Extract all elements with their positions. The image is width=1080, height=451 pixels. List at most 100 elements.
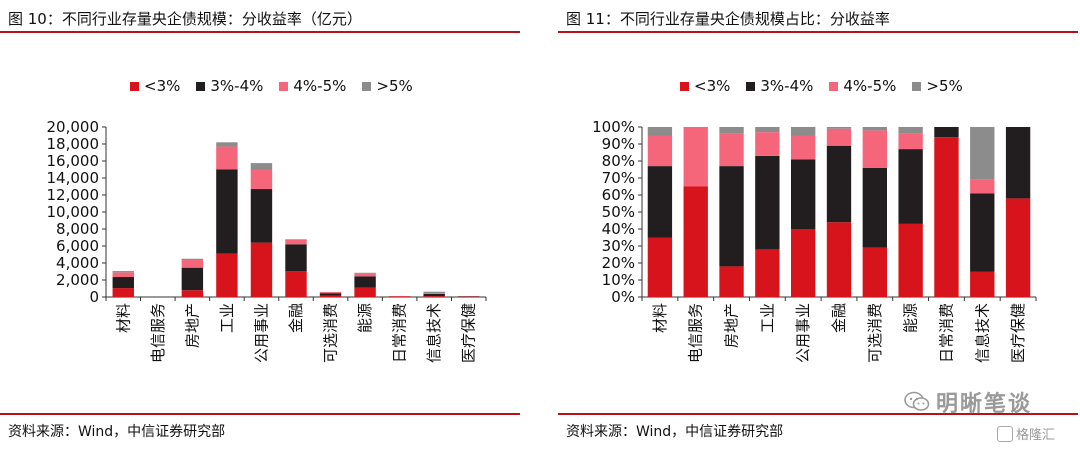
bar-segment (388, 296, 411, 297)
bar-segment (423, 291, 445, 294)
legend-swatch (829, 81, 839, 91)
bar-segment (826, 128, 852, 146)
legend-item: 4%-5% (279, 77, 346, 95)
bar-segment (719, 166, 744, 267)
y-tick-label: 0 (89, 288, 99, 306)
bar-segment (719, 266, 744, 297)
y-tick-label: 8,000 (56, 220, 99, 238)
legend-label: 3%-4% (760, 77, 814, 95)
bar-segment (647, 127, 673, 136)
x-category-label: 金融 (287, 303, 305, 333)
legend-label: <3% (144, 77, 181, 95)
x-category-label: 公用事业 (252, 303, 270, 363)
watermark-text: 明晰笔谈 (936, 392, 1033, 417)
bar-segment (647, 135, 673, 167)
source-rule (558, 413, 1078, 415)
title-rule (0, 31, 520, 33)
y-tick-label: 70% (602, 169, 635, 187)
legend-item: >5% (362, 77, 413, 95)
legend-swatch (130, 81, 139, 91)
bar-segment (826, 127, 852, 129)
bar-segment (285, 239, 307, 245)
bar-segment (112, 272, 134, 278)
stacked-bar-chart-share: 0%10%20%30%40%50%60%70%80%90%100% 材料 电信服务房… (592, 118, 1037, 363)
wechat-watermark: 明晰笔谈 (904, 386, 1032, 418)
y-tick-label: 16,000 (47, 152, 100, 170)
y-tick-label: 60% (602, 186, 635, 204)
stacked-bar-chart-volume: 02,0004,0006,0008,00010,00012,00014,0001… (47, 118, 487, 363)
x-category-label: 材料 (651, 303, 669, 333)
legend-swatch (196, 81, 206, 91)
bar-segment (250, 242, 273, 297)
y-tick-label: 18,000 (47, 135, 100, 153)
bar-segment (319, 293, 342, 296)
bar-segment (898, 223, 923, 297)
bar-segment (319, 295, 342, 297)
y-tick-label: 6,000 (56, 237, 99, 255)
bar-segment (791, 229, 816, 297)
legend-item: 3%-4% (746, 77, 813, 95)
y-tick-label: 2,000 (56, 271, 99, 289)
y-tick-label: 0% (611, 288, 635, 306)
bar-segment (755, 249, 780, 297)
bar-segment (1005, 127, 1031, 199)
bar-segment (898, 149, 923, 224)
bar-segment (862, 247, 887, 297)
chart-legend: <3% 3%-4% 4%-5% >5% (130, 77, 413, 95)
x-category-label: 房地产 (183, 303, 201, 348)
x-category-label: 医疗保健 (460, 303, 478, 363)
bar-segment (423, 296, 445, 297)
x-category-label: 电信服务 (687, 303, 705, 363)
bar-segment (898, 127, 923, 134)
bar-segment (112, 288, 134, 297)
legend-label: 4%-5% (293, 77, 347, 95)
y-tick-label: 80% (602, 152, 635, 170)
x-category-label: 房地产 (723, 303, 741, 348)
gelonghui-logo: 格隆汇 (997, 424, 1055, 443)
source-note: 资料来源：Wind，中信证券研究部 (8, 424, 226, 440)
bar-segment (354, 287, 376, 297)
y-tick-label: 100% (592, 118, 635, 136)
x-category-label: 金融 (830, 303, 848, 333)
y-tick-label: 40% (602, 220, 635, 238)
legend-swatch (746, 81, 756, 91)
bar-segment (112, 271, 134, 273)
x-category-label: 日常消费 (937, 303, 955, 363)
figure-title: 图 11：不同行业存量央企债规模占比：分收益率 (566, 10, 890, 28)
x-category-label: 电信服务 (149, 303, 167, 363)
legend-item: >5% (912, 77, 963, 95)
bar-segment (683, 186, 708, 297)
x-category-label: 工业 (758, 303, 776, 333)
bar-segment (181, 267, 204, 291)
bar-segment (285, 271, 307, 297)
wechat-chat-icon (904, 391, 930, 411)
bar-segment (970, 127, 995, 180)
legend-label: 3%-4% (210, 77, 264, 95)
chart-legend: <3% 3%-4% 4%-5% >5% (680, 77, 963, 95)
y-tick-label: 10,000 (47, 203, 100, 221)
y-tick-label: 14,000 (47, 169, 100, 187)
gelonghui-logo-icon (997, 425, 1013, 442)
y-tick-label: 20,000 (47, 118, 100, 136)
x-category-label: 工业 (218, 303, 236, 333)
x-category-label: 材料 (114, 303, 132, 333)
bar-segment (719, 127, 744, 134)
y-tick-label: 50% (602, 203, 635, 221)
bar-segment (319, 292, 342, 294)
y-tick-label: 10% (602, 271, 635, 289)
bar-segment (791, 159, 816, 229)
legend-label: >5% (376, 77, 413, 95)
bar-segment (250, 189, 273, 243)
x-category-label: 可选消费 (866, 303, 884, 363)
x-category-label: 日常消费 (391, 303, 409, 363)
x-category-label: 医疗保健 (1009, 303, 1027, 363)
bar-segment (791, 127, 816, 136)
bar-segment (970, 271, 995, 297)
legend-item: <3% (680, 77, 730, 95)
x-category-label: 信息技术 (425, 303, 443, 363)
x-category-label: 可选消费 (322, 303, 340, 363)
x-category-label: 能源 (902, 303, 920, 333)
bar-segment (934, 137, 959, 297)
legend-label: <3% (694, 77, 731, 95)
legend-swatch (279, 81, 289, 91)
